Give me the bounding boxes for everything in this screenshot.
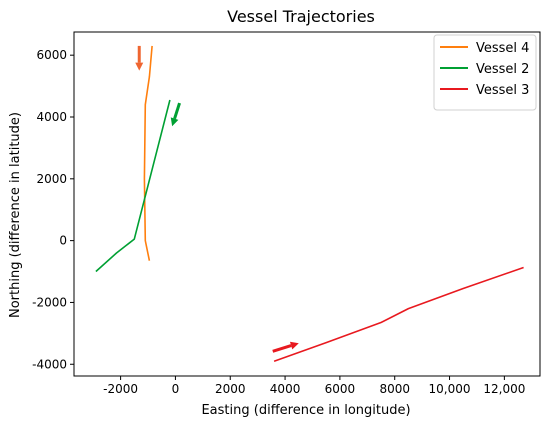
y-tick-label: 6000 — [36, 48, 67, 62]
plot-area — [95, 45, 524, 362]
axis-ticks: -2000 0 2000 4000 6000 8000 10,000 12,000 -4000 -… — [32, 48, 525, 396]
y-tick-label: 0 — [59, 234, 67, 248]
series-line-vessel-4 — [143, 45, 153, 261]
y-tick-label: 2000 — [36, 172, 67, 186]
legend-item: Vessel 4 — [440, 41, 529, 56]
x-tick-label: 10,000 — [429, 382, 471, 396]
legend-label: Vessel 3 — [476, 83, 529, 98]
y-axis-label: Northing (difference in latitude) — [8, 112, 23, 318]
series-line-vessel-2 — [95, 99, 171, 273]
x-tick-label: 4000 — [270, 382, 301, 396]
x-tick-label: 6000 — [325, 382, 356, 396]
chart-title: Vessel Trajectories — [227, 7, 375, 26]
vessel-2-direction-arrow — [170, 102, 181, 127]
y-tick-label: -2000 — [32, 295, 67, 309]
x-tick-label: 0 — [172, 382, 180, 396]
x-axis-label: Easting (difference in longitude) — [201, 403, 410, 418]
legend-item: Vessel 3 — [440, 83, 529, 98]
legend-label: Vessel 2 — [476, 62, 529, 77]
series-line-vessel-3 — [273, 266, 524, 362]
legend-label: Vessel 4 — [476, 41, 529, 56]
x-tick-label: -2000 — [103, 382, 138, 396]
legend: Vessel 4 Vessel 2 Vessel 3 — [433, 34, 537, 111]
x-tick-label: 2000 — [215, 382, 246, 396]
y-tick-label: 4000 — [36, 110, 67, 124]
legend-box — [433, 34, 537, 111]
x-tick-label: 8000 — [379, 382, 410, 396]
y-tick-label: -4000 — [32, 357, 67, 371]
legend-item: Vessel 2 — [440, 62, 529, 77]
x-tick-label: 12,000 — [483, 382, 525, 396]
plot-frame — [73, 31, 541, 377]
vessel-4-direction-arrow — [135, 45, 144, 71]
vessel-3-direction-arrow — [272, 341, 299, 353]
